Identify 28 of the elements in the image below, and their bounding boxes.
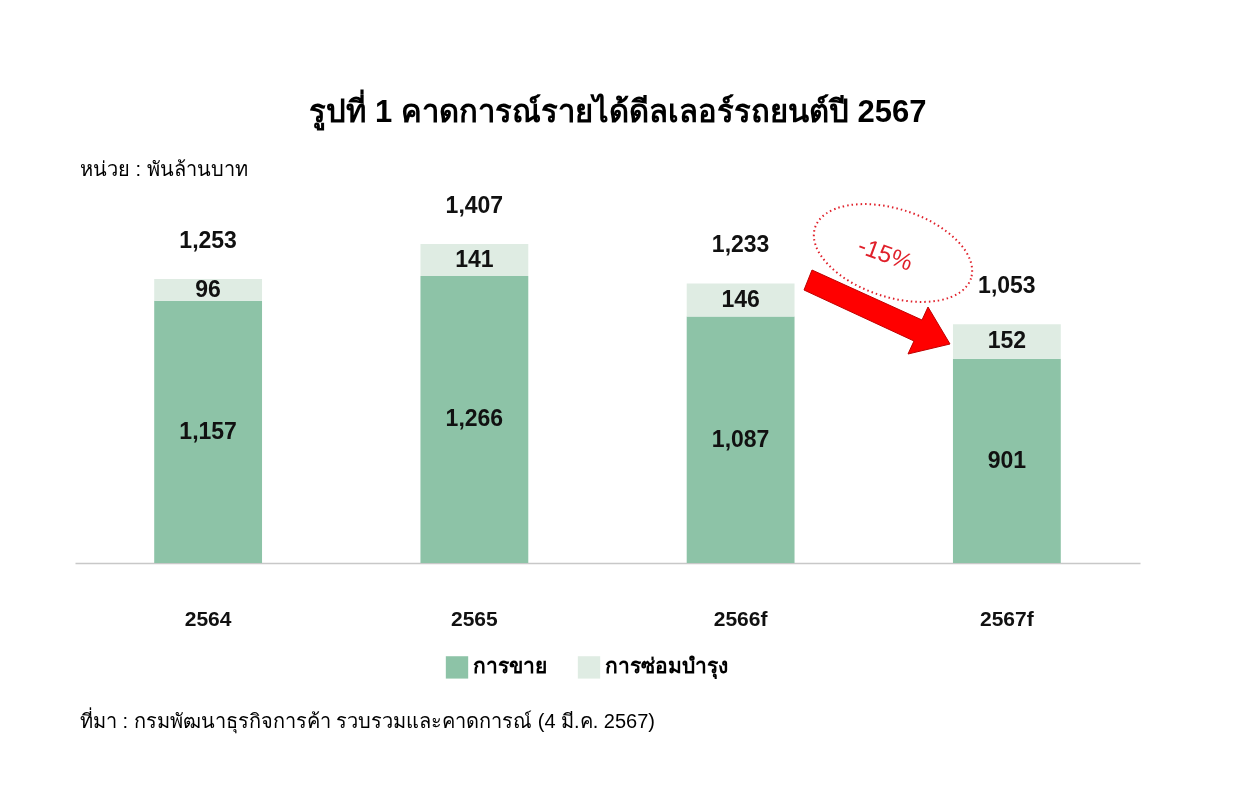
chart-title: รูปที่ 1 คาดการณ์รายได้ดีลเลอร์รถยนต์ปี 2567	[308, 88, 928, 133]
bar	[420, 244, 529, 276]
data-label: 141	[455, 245, 494, 272]
x-tick-label: 2567f	[980, 606, 1035, 630]
bar	[686, 316, 795, 563]
total-label: 1,053	[978, 272, 1036, 299]
x-tick-label: 2564	[184, 606, 232, 630]
bar	[154, 300, 263, 563]
legend-label: การซ่อมบำรุง	[605, 654, 728, 681]
data-label: 146	[721, 286, 760, 312]
data-label: 1,087	[711, 425, 770, 452]
bar	[686, 283, 795, 317]
bar	[952, 358, 1061, 563]
bar	[420, 275, 529, 563]
x-tick-label: 2566f	[713, 606, 769, 630]
chart-subtitle: หน่วย : พันล้านบาท	[80, 157, 248, 182]
text: ที่มา : กรมพัฒนาธุรกิจการค้า รวบรวมและคาดการณ์ (4 มี.ค. 2567)	[80, 706, 655, 736]
data-label: 96	[195, 275, 221, 302]
data-label: 1,157	[179, 417, 237, 444]
x-tick-label: 2565	[451, 606, 499, 630]
total-label: 1,233	[711, 231, 770, 258]
data-label: 1,266	[445, 405, 504, 432]
total-label: 1,253	[179, 226, 237, 253]
data-label: 152	[987, 327, 1027, 354]
total-label: 1,407	[445, 192, 504, 218]
data-label: 901	[987, 446, 1027, 473]
legend-label: การขาย	[473, 654, 547, 678]
annotation: -15%	[854, 231, 917, 276]
